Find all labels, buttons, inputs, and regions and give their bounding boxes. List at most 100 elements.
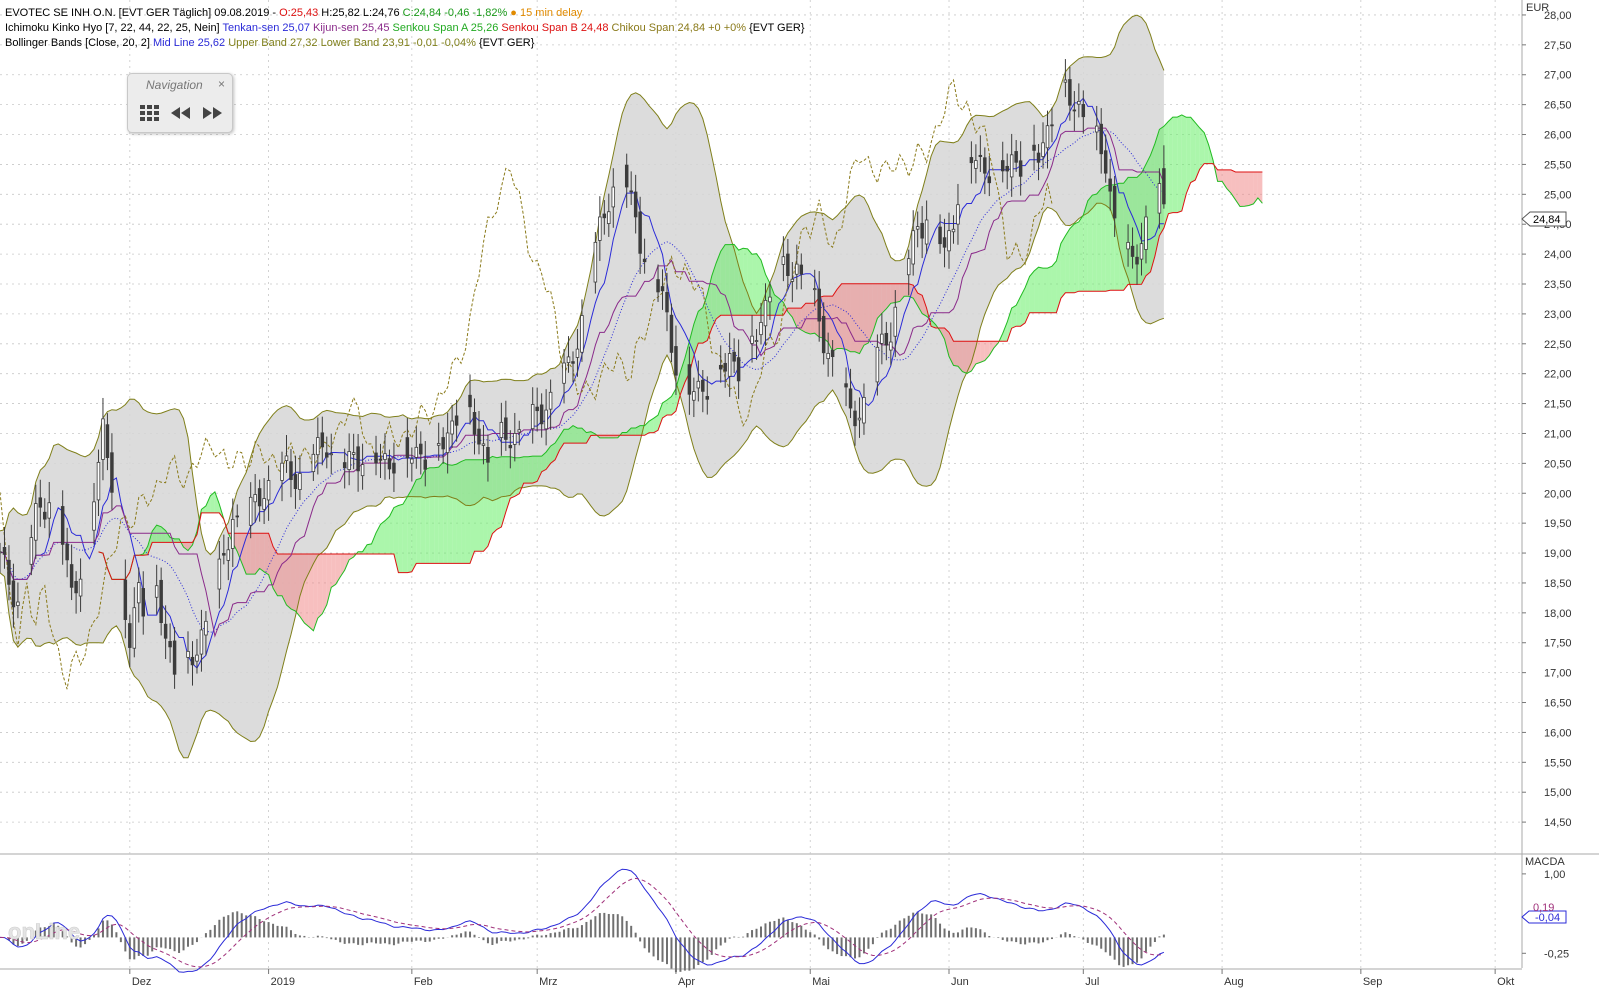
cloud-segment — [908, 283, 914, 299]
candle-body — [110, 452, 114, 493]
candle-body — [419, 443, 423, 455]
cloud-segment — [1020, 287, 1026, 327]
cloud-segment — [863, 283, 869, 346]
cloud-segment — [756, 253, 761, 316]
cloud-segment — [411, 479, 417, 572]
cloud-segment — [720, 244, 726, 316]
candle-body — [78, 578, 83, 597]
ichimoku-cloud — [98, 114, 1263, 631]
cloud-segment — [962, 341, 967, 374]
cloud-segment — [855, 283, 860, 354]
candle-body — [217, 558, 222, 590]
chikou-value: Chikou Span 24,84 +0 +0% — [612, 22, 747, 34]
navigation-panel[interactable]: Navigation × — [127, 73, 233, 133]
ichimoku-suffix: {EVT GER} — [749, 22, 805, 34]
candle-body — [638, 211, 642, 254]
y-tick-label: 14,50 — [1544, 817, 1572, 829]
logo: onLine — [8, 919, 80, 944]
cloud-segment — [796, 308, 802, 330]
scroll-back-button[interactable] — [167, 102, 194, 124]
x-tick-label: 2019 — [271, 976, 295, 988]
close-icon[interactable]: × — [217, 77, 225, 91]
cloud-segment — [425, 467, 430, 564]
candle-body — [1139, 243, 1144, 260]
cloud-segment — [282, 554, 287, 605]
candle-body — [1032, 144, 1036, 151]
scroll-forward-button[interactable] — [198, 102, 225, 124]
cloud-segment — [828, 296, 833, 352]
svg-text:-0,04: -0,04 — [1535, 912, 1560, 924]
cloud-segment — [1119, 183, 1124, 291]
candle-body — [669, 314, 674, 353]
candle-body — [137, 582, 141, 604]
candle-body — [154, 585, 159, 598]
cloud-segment — [877, 283, 882, 319]
candle-body — [329, 453, 334, 456]
cloud-segment — [1235, 172, 1240, 207]
candle-body — [530, 404, 535, 430]
cloud-segment — [1025, 276, 1030, 323]
y-tick-label: 20,00 — [1544, 488, 1572, 500]
svg-text:24,84: 24,84 — [1533, 214, 1561, 226]
cloud-segment — [635, 425, 641, 436]
candle-body — [978, 154, 983, 157]
macd-pane — [0, 856, 1522, 968]
cloud-segment — [335, 554, 341, 585]
candle-body — [795, 263, 799, 275]
cloud-segment — [913, 285, 918, 306]
cloud-segment — [389, 507, 394, 555]
cloud-segment — [214, 491, 220, 513]
candle-body — [736, 357, 741, 382]
cloud-segment — [147, 531, 153, 555]
candle-body — [781, 256, 786, 265]
candle-body — [477, 428, 481, 445]
macd-axis: 1,00 -0,25 — [1522, 869, 1569, 960]
cloud-segment — [290, 554, 296, 612]
macd-value-markers: -0,04 0,19 — [1521, 902, 1567, 924]
candle-body — [163, 623, 168, 639]
bollinger-suffix: {EVT GER} — [479, 37, 535, 49]
y-tick-label: 17,00 — [1544, 668, 1572, 680]
cloud-segment — [1239, 172, 1245, 207]
cloud-segment — [707, 275, 712, 341]
cloud-segment — [456, 461, 462, 564]
candle-body — [1094, 125, 1099, 133]
y-tick-label: 26,50 — [1544, 100, 1572, 112]
x-tick-label: Dez — [132, 976, 152, 988]
cloud-segment — [452, 464, 457, 564]
candle-body — [1081, 104, 1086, 118]
cloud-segment — [250, 533, 256, 575]
close-value: C:24,84 -0,46 -1,82% — [403, 7, 508, 19]
cloud-segment — [434, 467, 439, 564]
cloud-segment — [743, 248, 748, 316]
time-axis: Dez 2019 Feb Mrz Apr Mai Jun Jul Aug Sep Okt — [129, 969, 1514, 988]
candle-body — [262, 498, 266, 510]
candle-body — [642, 258, 647, 263]
x-tick-label: Jul — [1085, 976, 1099, 988]
y-tick-label: 27,50 — [1544, 40, 1572, 52]
last-price-marker: 24,84 — [1521, 211, 1567, 227]
candle-body — [454, 415, 459, 426]
cloud-segment — [461, 459, 466, 564]
macd-y-tick-label: -0,25 — [1544, 948, 1569, 960]
grid-menu-button[interactable] — [136, 102, 163, 124]
candle-body — [69, 564, 74, 588]
candle-body — [656, 279, 660, 293]
cloud-segment — [255, 533, 260, 575]
candle-body — [486, 446, 490, 463]
candle-body — [186, 650, 190, 658]
cloud-segment — [483, 459, 488, 552]
candle-body — [320, 432, 325, 448]
cloud-segment — [841, 283, 847, 350]
candle-body — [195, 654, 199, 662]
candle-body — [441, 437, 445, 450]
cloud-segment — [859, 283, 864, 354]
cloud-segment — [1092, 194, 1097, 292]
cloud-segment — [277, 554, 283, 596]
candle-body — [1112, 185, 1117, 219]
candle-body — [915, 226, 920, 230]
cloud-segment — [1168, 117, 1173, 214]
candle-body — [141, 588, 145, 617]
cloud-segment — [407, 489, 412, 573]
